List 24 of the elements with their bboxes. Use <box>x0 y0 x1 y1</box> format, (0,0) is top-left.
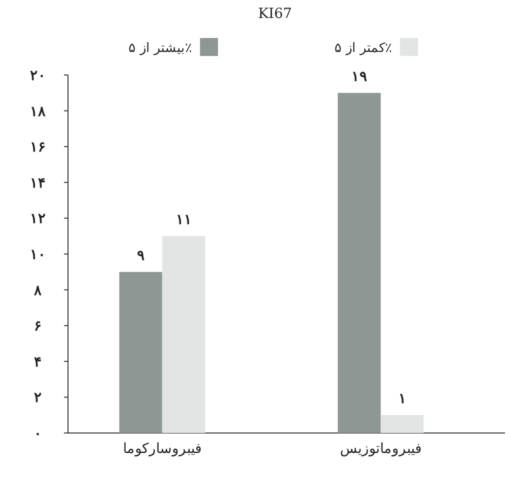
y-tick-label: ۸ <box>33 282 42 299</box>
data-label: ۹ <box>136 248 145 264</box>
x-tick-label: فیبروماتوزیس <box>340 441 422 457</box>
bar <box>162 236 206 433</box>
y-tick-label: ۱۴ <box>30 175 46 192</box>
y-tick-label: ۱۶ <box>30 140 46 156</box>
legend-label: بیشتر از ۵٪ <box>128 41 192 56</box>
legend-label: کمتر از ۵٪ <box>334 41 392 56</box>
data-label: ۱۹ <box>351 68 368 85</box>
x-tick-label: فیبروسارکوما <box>122 441 202 457</box>
data-label: ۱ <box>398 391 406 408</box>
y-tick-label: ۰ <box>34 426 42 442</box>
data-label: ۱۱ <box>176 212 192 228</box>
chart-title: KI67 <box>258 6 292 22</box>
y-tick-label: ۶ <box>34 318 42 335</box>
y-tick-label: ۲ <box>34 390 42 406</box>
bar <box>380 415 424 433</box>
y-tick-label: ۱۸ <box>30 104 46 120</box>
y-tick-label: ۲۰ <box>30 68 46 84</box>
y-tick-label: ۱۰ <box>30 247 46 263</box>
y-tick-label: ۱۲ <box>30 211 46 228</box>
bar <box>338 92 381 433</box>
y-tick-label: ۴ <box>34 354 42 370</box>
bar <box>119 272 162 433</box>
